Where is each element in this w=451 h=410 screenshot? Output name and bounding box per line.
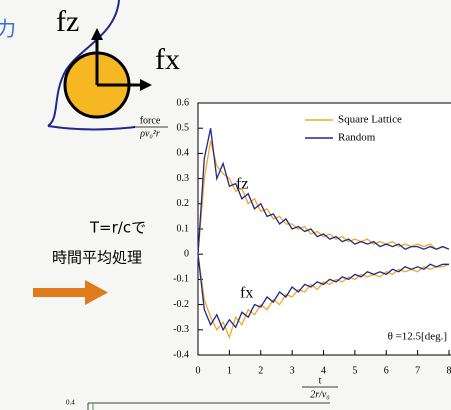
cut-text: 力 <box>0 17 16 41</box>
y-tick-label: 0 <box>184 248 189 259</box>
x-tick-label: 4 <box>321 365 326 376</box>
x-tick-label: 7 <box>415 365 420 376</box>
fx-label: fx <box>155 43 180 76</box>
y-tick-label: 0.2 <box>177 198 190 209</box>
annotation: fx <box>240 285 253 302</box>
annotation: fz <box>236 176 248 193</box>
annotation: θ =12.5[deg.] <box>388 331 447 343</box>
y-tick-label: 0.4 <box>177 148 190 159</box>
arrow-shaft <box>33 288 85 297</box>
legend-label: Square Lattice <box>338 114 402 126</box>
y-label-denominator: ρv₀²r <box>139 128 160 139</box>
x-tick-label: 8 <box>447 365 451 376</box>
x-label-numerator: t <box>319 375 322 386</box>
legend-label: Random <box>338 132 376 144</box>
x-tick-label: 2 <box>258 365 263 376</box>
y-tick-label: -0.4 <box>173 349 189 360</box>
y-tick-label: -0.3 <box>173 324 189 335</box>
side-text: T=r/cで <box>89 219 146 237</box>
fz-label: fz <box>56 5 79 38</box>
side-text: 時間平均処理 <box>52 249 142 267</box>
x-tick-label: 0 <box>196 365 201 376</box>
y-tick-label: 0.1 <box>177 223 190 234</box>
tick-label: 0.4 <box>66 399 75 407</box>
y-label-numerator: force <box>140 115 161 126</box>
y-tick-label: 0.3 <box>177 173 190 184</box>
page: 力 fz fx T=r/cで 時間平均処理 0.4 -0.4 -0.3 -0.2 -0… <box>0 0 451 410</box>
x-tick-label: 6 <box>384 365 389 376</box>
y-tick-label: 0.5 <box>177 122 190 133</box>
y-tick-label: -0.1 <box>173 274 189 285</box>
x-tick-label: 5 <box>352 365 357 376</box>
y-tick-label: 0.6 <box>177 97 190 108</box>
slide: 力 fz fx T=r/cで 時間平均処理 0.4 -0.4 -0.3 -0.2 -0… <box>0 0 451 410</box>
x-tick-label: 1 <box>227 365 232 376</box>
x-label-denominator: 2r/v₀ <box>310 389 330 400</box>
y-tick-label: -0.2 <box>173 299 189 310</box>
x-tick-label: 3 <box>290 365 295 376</box>
